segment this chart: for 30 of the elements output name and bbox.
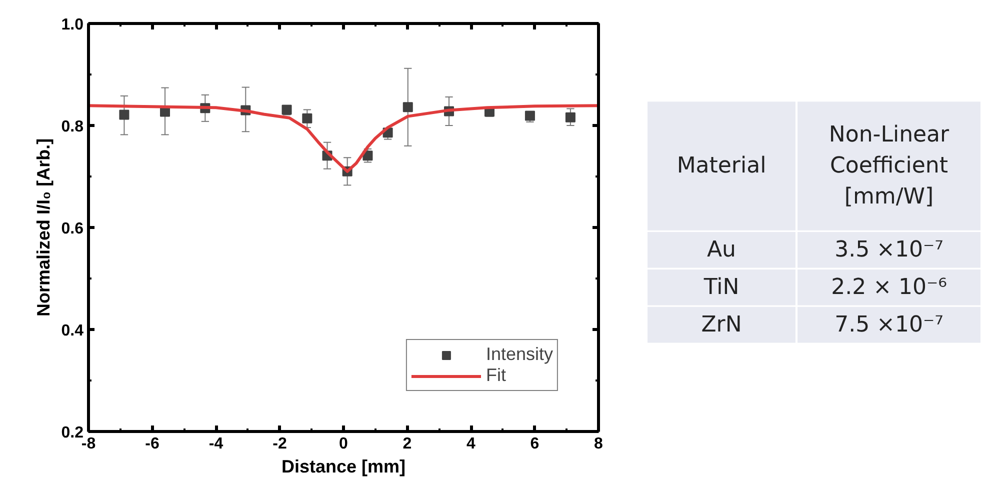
point [565,112,576,122]
y-tick-label: 1.0 [61,16,84,34]
x-tick-label: -6 [145,436,160,452]
text: 2.2 × 10⁻⁶ [831,274,947,300]
category-label: ZrN [701,312,742,338]
y-tick-label: 0.4 [61,322,84,340]
text: 7.5 ×10⁻⁷ [834,312,944,338]
legend-label: Fit [486,365,506,386]
x-axis-title: Distance [mm] [281,456,406,476]
x-tick-label: 8 [594,436,604,452]
point [302,113,312,124]
y-tick-label: 0.8 [61,118,84,136]
y-tick-label: 0.6 [61,220,84,238]
category-label: Au [707,237,736,262]
category-label: Material [676,154,766,179]
category-label: Non-Linear Coefficient [mm/W] [828,122,950,210]
text: 3.5 ×10⁻⁷ [834,237,944,262]
x-tick-label: 4 [466,436,476,452]
x-tick-label: 6 [530,436,540,452]
point [119,110,130,120]
y-tick-label: 0.2 [61,424,84,442]
x-tick-label: 0 [339,436,348,452]
x-tick-label: 2 [402,436,412,452]
category-label: TiN [704,274,740,300]
point [402,102,413,112]
y-axis-title: Normalized I/I₀ [Arb.] [33,138,54,317]
x-tick-label: -4 [208,436,224,452]
x-tick-label: -2 [272,436,287,452]
point [282,104,292,115]
legend-label: Intensity [486,344,553,365]
